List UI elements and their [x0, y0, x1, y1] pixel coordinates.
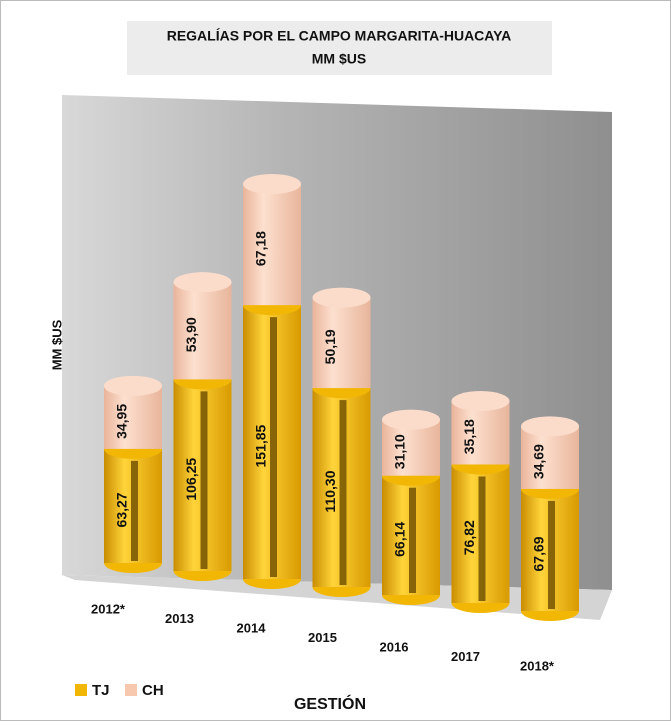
x-tick-label: 2015	[308, 630, 337, 645]
bar-shadow	[409, 487, 416, 593]
chart-subtitle: MM $US	[312, 51, 366, 67]
data-label: 34,69	[531, 444, 547, 479]
x-tick-label: 2016	[380, 639, 409, 654]
data-label: 53,90	[183, 317, 199, 352]
legend-swatch	[125, 684, 137, 696]
bar-cap	[104, 375, 162, 396]
bar-cap	[243, 174, 301, 194]
bar-cap	[173, 272, 232, 293]
data-label: 35,18	[461, 419, 477, 454]
x-tick-label: 2018*	[520, 658, 555, 673]
data-label: 63,27	[114, 492, 130, 527]
bar-shadow	[339, 400, 347, 585]
bar-shadow	[270, 317, 277, 577]
data-label: 110,30	[322, 470, 338, 512]
data-label: 34,95	[114, 404, 130, 439]
bar-segment	[173, 282, 232, 380]
bar-shadow	[200, 391, 208, 569]
bar-segment	[243, 184, 301, 306]
x-tick-label: 2017	[451, 649, 480, 664]
title-box	[127, 21, 552, 75]
data-label: 31,10	[392, 434, 408, 469]
legend-label: TJ	[92, 682, 110, 699]
x-axis-label: GESTIÓN	[294, 694, 366, 713]
bar-segment	[451, 401, 510, 465]
bar-shadow	[478, 476, 486, 601]
data-label: 76,82	[461, 520, 477, 555]
bar-segment	[312, 297, 371, 389]
bar-cap	[312, 287, 371, 308]
bar-segment	[521, 426, 579, 489]
data-label: 106,25	[183, 458, 199, 501]
data-label: 50,19	[322, 329, 338, 364]
chart-title: REGALÍAS POR EL CAMPO MARGARITA-HUACAYA	[167, 28, 512, 44]
legend-label: CH	[142, 682, 164, 699]
bar-segment	[104, 385, 162, 449]
y-axis-label: MM $US	[49, 319, 64, 370]
data-label: 151,85	[253, 424, 269, 467]
data-label: 66,14	[392, 522, 408, 557]
bar-cap	[521, 416, 579, 437]
bar-shadow	[131, 460, 138, 561]
data-label: 67,69	[531, 536, 547, 571]
bar-cap	[382, 409, 440, 430]
legend-swatch	[75, 684, 87, 696]
x-tick-label: 2013	[165, 611, 194, 626]
bar-cap	[451, 391, 510, 412]
bar-shadow	[548, 500, 555, 609]
x-tick-label: 2014	[237, 620, 267, 635]
x-tick-label: 2012*	[91, 601, 126, 616]
data-label: 67,18	[253, 231, 269, 266]
